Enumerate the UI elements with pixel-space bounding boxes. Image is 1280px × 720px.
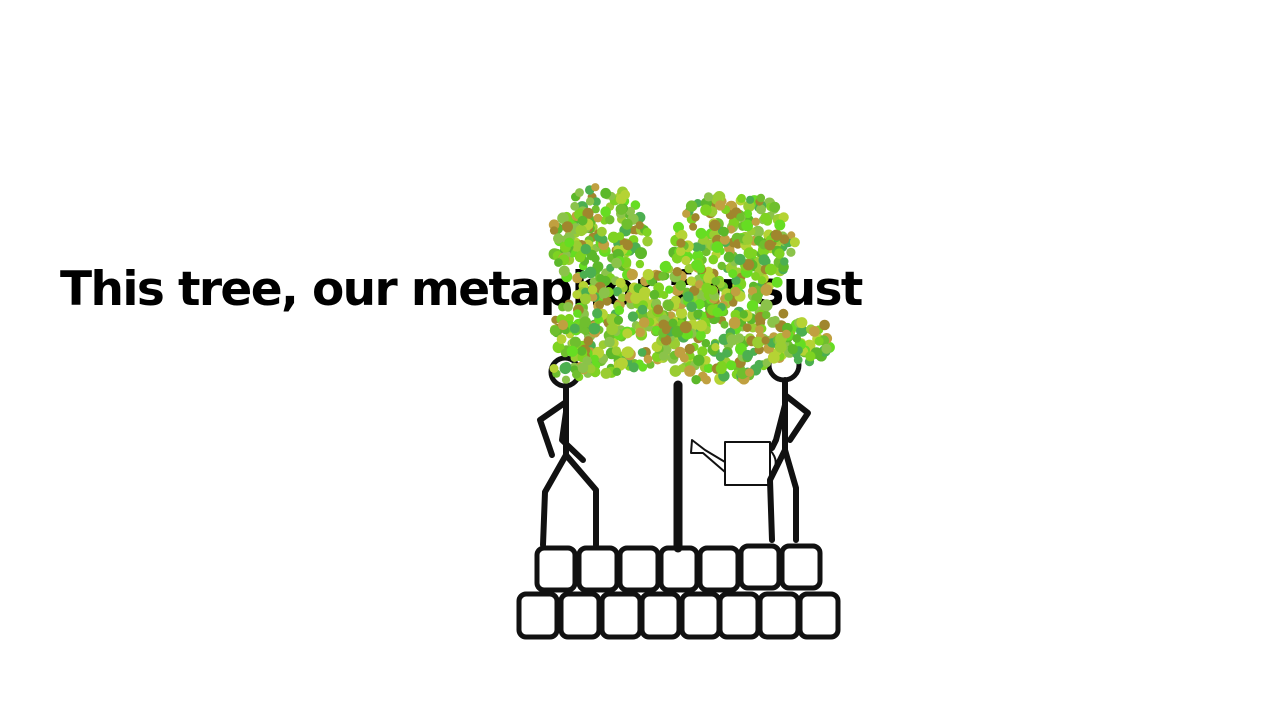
brick (717, 591, 761, 640)
watering-can (690, 439, 777, 486)
brick (658, 545, 700, 593)
right-stick-figure (766, 347, 811, 543)
brick (617, 545, 661, 593)
brick (599, 591, 643, 640)
brick (516, 591, 560, 640)
slide-caption: This tree, our metaphor for sust (60, 262, 863, 317)
brick (576, 545, 620, 593)
brick (757, 591, 801, 640)
brick (697, 545, 741, 593)
brick-wall (516, 543, 841, 640)
brick (558, 591, 602, 640)
brick (779, 543, 823, 591)
left-figure-head (548, 355, 582, 389)
brick (679, 591, 722, 640)
brick (738, 543, 782, 591)
brick (797, 591, 841, 640)
right-figure-head (766, 347, 802, 383)
brick (534, 545, 578, 593)
left-stick-figure (537, 355, 599, 548)
brick (639, 591, 682, 640)
